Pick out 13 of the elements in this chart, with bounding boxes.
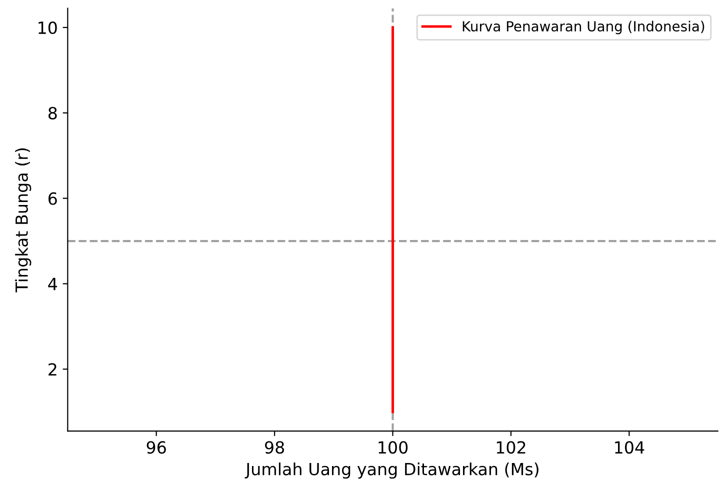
legend-label: Kurva Penawaran Uang (Indonesia) [462, 20, 704, 34]
y-tick-label: 8 [48, 106, 57, 120]
y-tick-label: 10 [38, 21, 57, 34]
x-tick-label: 98 [264, 441, 284, 454]
x-tick-label: 102 [496, 441, 526, 454]
y-tick-label: 4 [48, 278, 58, 290]
x-tick-label: 100 [378, 441, 408, 454]
y-tick-label: 6 [48, 192, 57, 205]
x-tick-label: 104 [615, 441, 644, 454]
x-tick-label: 96 [146, 441, 166, 454]
y-tick-label: 2 [48, 363, 56, 376]
x-axis-title: Jumlah Uang yang Ditawarkan (Ms) [244, 462, 538, 479]
y-axis-title: Tingkat Bunga (r) [15, 148, 32, 292]
